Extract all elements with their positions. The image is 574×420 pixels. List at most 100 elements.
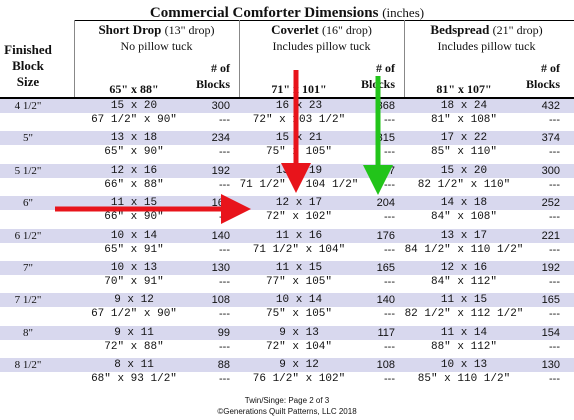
blocks-label-line-1: # of (211, 61, 230, 75)
block-count: 252 (541, 197, 560, 210)
finished-dimension: 75" x 105" (265, 308, 332, 321)
category-name: Coverlet (271, 22, 319, 37)
block-grid: 10 x 14 (275, 294, 323, 307)
row-header-line-3: Size (16, 74, 40, 89)
count-dash: --- (549, 340, 560, 353)
count-dash: --- (549, 308, 560, 321)
count-dash: --- (219, 340, 230, 353)
block-grid: 17 x 22 (440, 132, 488, 145)
category-header: Coverlet (16" drop) Includes pillow tuck (239, 22, 404, 54)
title-units: (inches) (382, 5, 425, 20)
block-count: 432 (541, 100, 560, 112)
finished-dimension: 67 1/2" x 90" (91, 308, 177, 321)
block-size-label: 6 1/2" (14, 229, 42, 242)
block-count: 192 (541, 262, 560, 274)
finished-dimension: 82 1/2" x 110" (417, 178, 511, 191)
category-drop: (16" drop) (322, 23, 372, 37)
block-grid: 11 x 15 (275, 262, 323, 274)
block-size-label: 6" (23, 197, 33, 210)
finished-dimension: 68" x 93 1/2" (91, 373, 177, 386)
block-size-label: 8" (23, 326, 33, 339)
finished-dimension: 75" x 105" (265, 146, 332, 159)
category-description: Includes pillow tuck (437, 39, 536, 53)
count-dash: --- (384, 146, 395, 159)
title-text: Commercial Comforter Dimensions (149, 5, 379, 21)
block-count: 165 (541, 294, 560, 307)
blocks-label-line-1: # of (376, 61, 395, 75)
finished-dimension: 85" x 110 1/2" (417, 373, 511, 386)
finished-dimension: 72" x 102" (265, 211, 332, 224)
block-grid: 14 x 18 (440, 197, 488, 210)
block-count: 374 (541, 132, 560, 145)
count-dash: --- (219, 308, 230, 321)
block-count: 300 (211, 100, 230, 112)
finished-size-header: 71" x 101" (271, 82, 327, 96)
row-band (0, 293, 574, 308)
finished-dimension: 76 1/2" x 102" (252, 373, 346, 386)
block-grid: 12 x 17 (275, 197, 323, 210)
block-count: 204 (376, 197, 395, 210)
blocks-label-line-1: # of (541, 61, 560, 75)
count-dash: --- (219, 243, 230, 256)
block-count: 140 (376, 294, 395, 307)
finished-size-header: 81" x 107" (436, 82, 492, 96)
block-count: 108 (211, 294, 230, 307)
block-grid: 15 x 20 (440, 164, 488, 177)
block-grid: 12 x 16 (110, 164, 158, 177)
block-size-label: 7" (23, 262, 33, 274)
finished-dimension: 84" x 112" (430, 276, 497, 288)
count-dash: --- (549, 373, 560, 386)
block-grid: 10 x 13 (110, 262, 158, 274)
count-dash: --- (549, 243, 560, 256)
block-grid: 8 x 11 (114, 359, 154, 372)
count-dash: --- (549, 178, 560, 191)
row-header-line-1: Finished (4, 42, 52, 57)
count-dash: --- (384, 276, 395, 288)
header-rule-bottom (0, 97, 574, 99)
row-header-line-2: Block (12, 58, 44, 73)
category-title: Short Drop (13" drop) (74, 22, 239, 38)
finished-dimension: 65" x 90" (104, 146, 164, 159)
footer-page: Twin/Singe: Page 2 of 3 (244, 396, 330, 405)
blocks-count-header: # of Blocks (170, 60, 230, 92)
category-title: Bedspread (21" drop) (404, 22, 569, 38)
block-grid: 15 x 20 (110, 100, 158, 112)
finished-dimension: 72" x 104" (265, 340, 332, 353)
row-band (0, 261, 574, 275)
count-dash: --- (384, 340, 395, 353)
category-description: Includes pillow tuck (272, 39, 371, 53)
finished-dimension: 70" x 91" (104, 276, 164, 288)
block-grid: 9 x 12 (279, 359, 319, 372)
header-rule-top (74, 20, 574, 21)
block-count: 176 (376, 229, 395, 242)
count-dash: --- (219, 276, 230, 288)
finished-dimension: 85" x 110" (430, 146, 497, 159)
count-dash: --- (219, 373, 230, 386)
row-band (0, 325, 574, 340)
blocks-label-line-2: Blocks (525, 77, 560, 91)
blocks-label-line-2: Blocks (195, 77, 230, 91)
block-grid: 11 x 14 (440, 326, 488, 339)
block-count: 88 (217, 359, 230, 372)
block-count: 368 (376, 100, 395, 112)
block-grid: 11 x 16 (275, 229, 323, 242)
block-grid: 9 x 11 (114, 326, 154, 339)
block-size-label: 4 1/2" (14, 100, 42, 112)
block-grid: 13 x 18 (110, 132, 158, 145)
count-dash: --- (384, 243, 395, 256)
block-grid: 9 x 13 (279, 326, 319, 339)
count-dash: --- (549, 114, 560, 126)
block-count: 315 (376, 132, 395, 145)
block-grid: 9 x 12 (114, 294, 154, 307)
finished-dimension: 81" x 108" (430, 114, 497, 126)
count-dash: --- (549, 211, 560, 224)
block-count: 221 (541, 229, 560, 242)
block-count: 140 (211, 229, 230, 242)
block-count: 130 (541, 359, 560, 372)
block-count: 99 (217, 326, 230, 339)
row-band (0, 99, 574, 113)
block-grid: 10 x 14 (110, 229, 158, 242)
block-grid: 11 x 15 (440, 294, 488, 307)
count-dash: --- (549, 146, 560, 159)
